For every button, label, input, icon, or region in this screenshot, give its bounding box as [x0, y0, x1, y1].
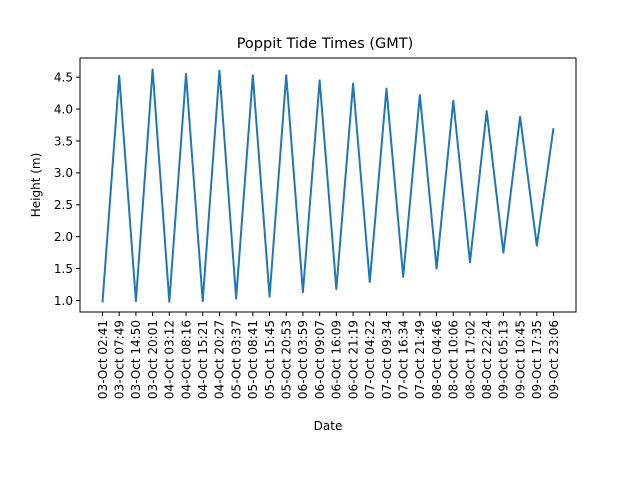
- x-tick-label: 09-Oct 05:13: [497, 320, 511, 399]
- x-tick-label: 09-Oct 17:35: [530, 320, 544, 399]
- y-axis-label: Height (m): [29, 153, 43, 218]
- x-tick-label: 03-Oct 20:01: [146, 320, 160, 399]
- x-tick-label: 05-Oct 20:53: [280, 320, 294, 399]
- x-tick-label: 07-Oct 16:34: [396, 320, 410, 399]
- y-tick-label: 2.0: [54, 230, 73, 244]
- y-tick-label: 4.5: [54, 70, 73, 84]
- x-tick-label: 06-Oct 21:19: [346, 320, 360, 399]
- x-tick-label: 07-Oct 09:34: [380, 320, 394, 399]
- x-tick-label: 04-Oct 03:12: [163, 320, 177, 399]
- x-tick-label: 05-Oct 03:37: [229, 320, 243, 399]
- x-tick-label: 06-Oct 09:07: [313, 320, 327, 399]
- x-tick-label: 03-Oct 02:41: [96, 320, 110, 399]
- y-tick-label: 1.5: [54, 262, 73, 276]
- x-tick-label: 04-Oct 08:16: [179, 320, 193, 399]
- x-tick-label: 08-Oct 10:06: [447, 320, 461, 399]
- x-tick-label: 06-Oct 03:59: [296, 320, 310, 399]
- plot-frame: [79, 57, 577, 313]
- x-tick-label: 05-Oct 15:45: [263, 320, 277, 399]
- y-axis: 1.0 1.5 2.0 2.5 3.0 3.5 4.0 4.5: [54, 70, 80, 308]
- x-tick-label: 04-Oct 15:21: [196, 320, 210, 399]
- x-tick-label: 07-Oct 21:49: [413, 320, 427, 399]
- y-tick-label: 3.5: [54, 134, 73, 148]
- chart-title: Poppit Tide Times (GMT): [237, 36, 414, 52]
- x-tick-label: 07-Oct 04:22: [363, 320, 377, 399]
- y-tick-label: 4.0: [54, 102, 73, 116]
- x-axis: 03-Oct 02:41 03-Oct 07:49 03-Oct 14:50 03-O…: [96, 312, 561, 399]
- tide-height-line: [101, 68, 555, 303]
- x-tick-label: 09-Oct 23:06: [547, 320, 561, 399]
- x-tick-label: 06-Oct 16:09: [330, 320, 344, 399]
- x-tick-label: 04-Oct 20:27: [213, 320, 227, 399]
- y-tick-label: 1.0: [54, 294, 73, 308]
- y-tick-label: 2.5: [54, 198, 73, 212]
- x-tick-label: 08-Oct 22:24: [480, 320, 494, 399]
- x-tick-label: 09-Oct 10:45: [513, 320, 527, 399]
- y-tick-label: 3.0: [54, 166, 73, 180]
- x-tick-label: 03-Oct 14:50: [129, 320, 143, 399]
- x-axis-label: Date: [314, 419, 343, 433]
- x-tick-label: 08-Oct 04:46: [430, 320, 444, 399]
- x-tick-label: 08-Oct 17:02: [463, 320, 477, 399]
- x-tick-label: 03-Oct 07:49: [113, 320, 127, 399]
- x-tick-label: 05-Oct 08:41: [246, 320, 260, 399]
